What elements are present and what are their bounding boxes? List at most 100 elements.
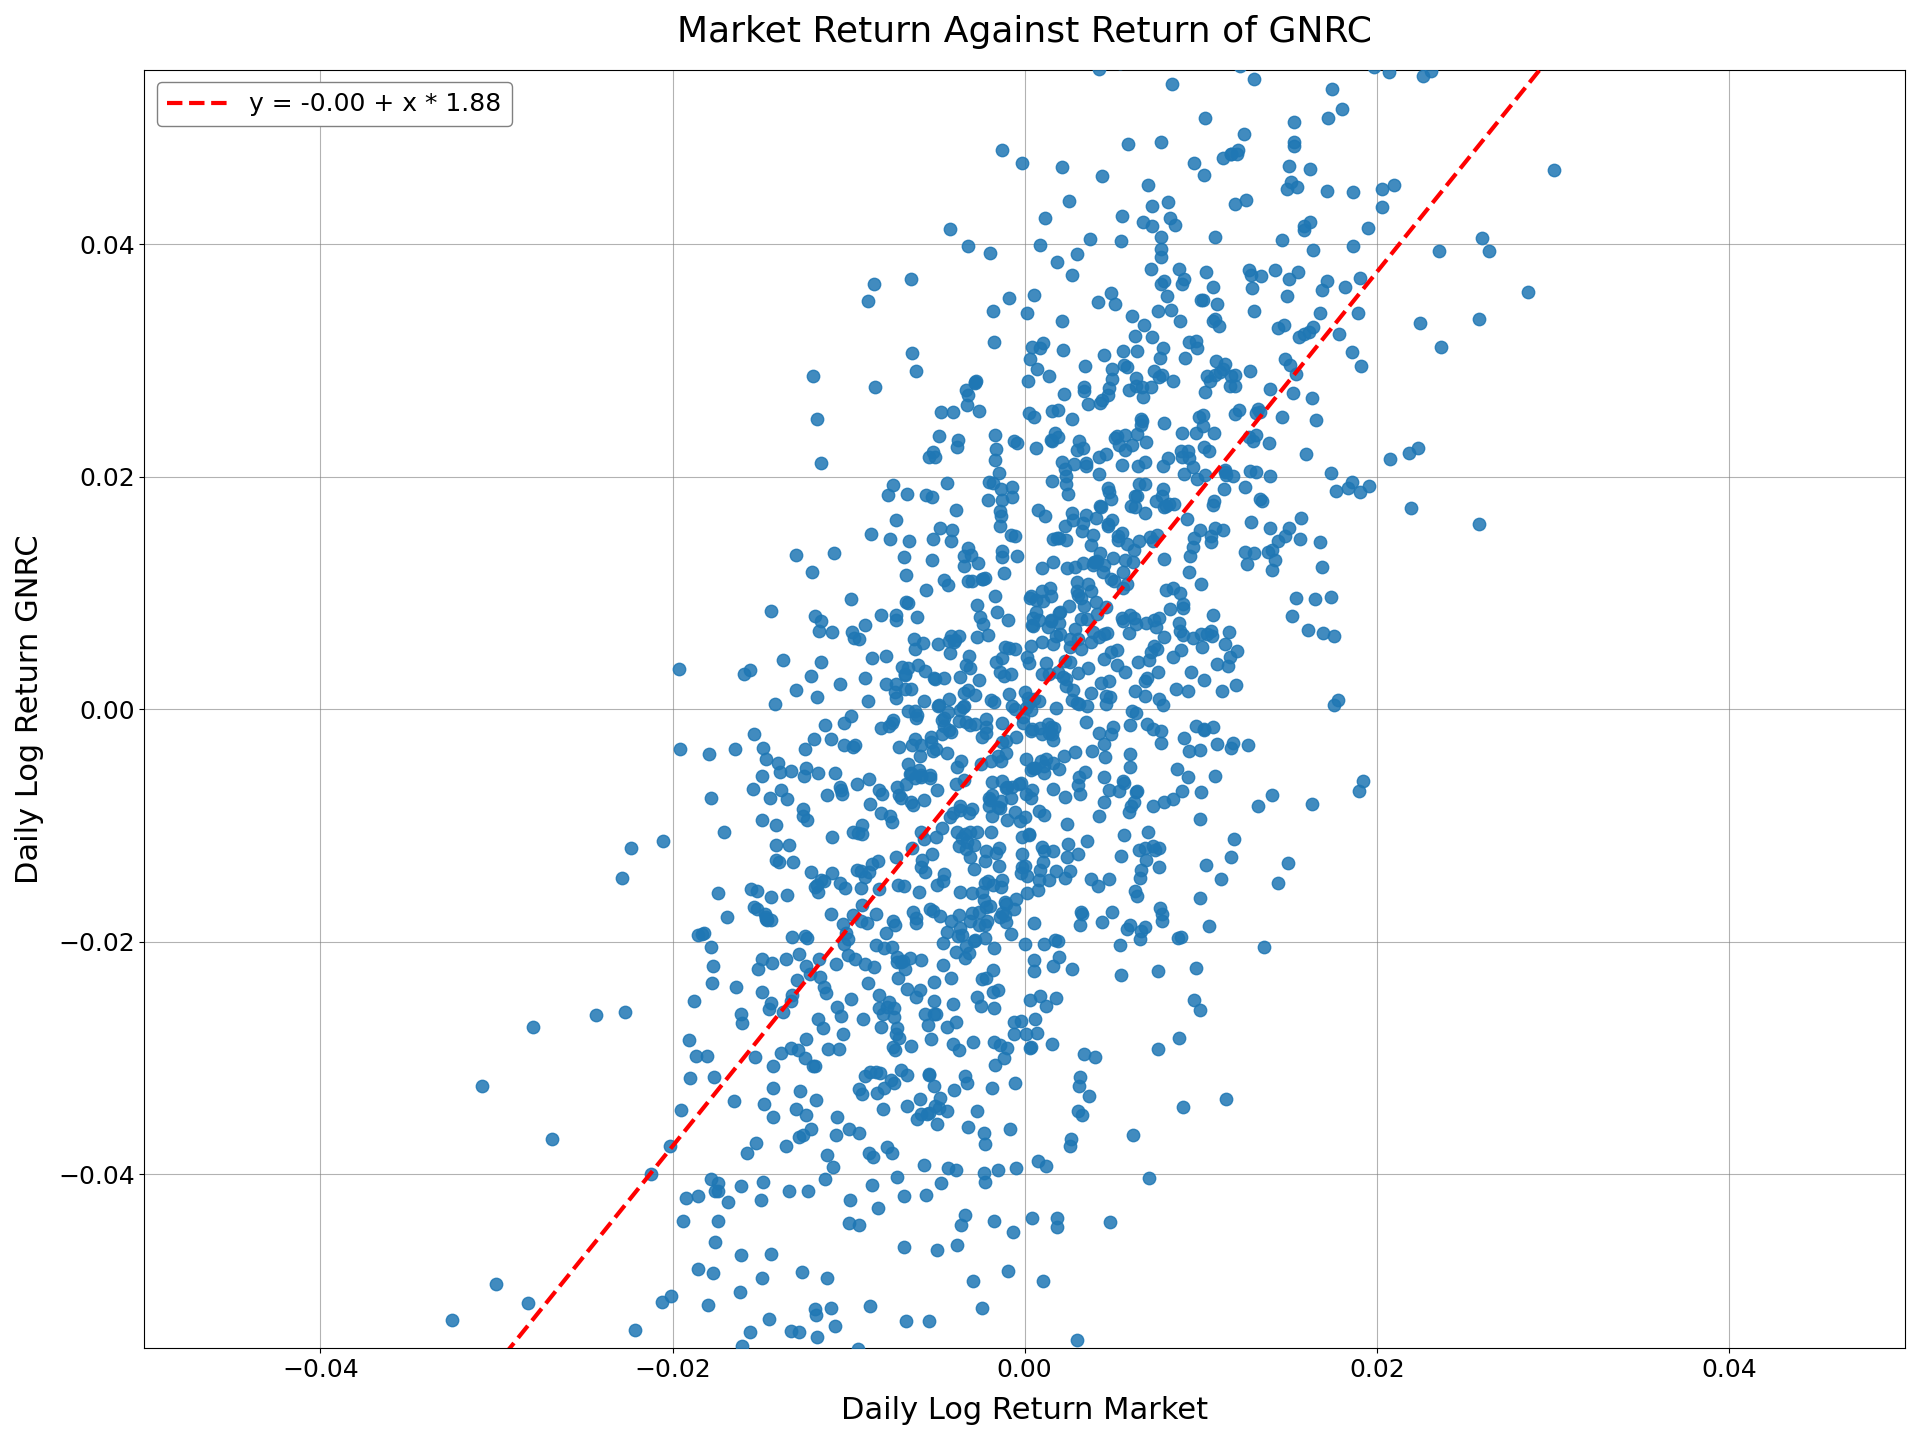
Point [1083, 58, 1114, 81]
Point [843, 822, 874, 845]
Point [1016, 347, 1046, 370]
Point [889, 677, 920, 700]
Point [866, 603, 897, 626]
Point [1035, 429, 1066, 452]
Point [1021, 436, 1052, 459]
Point [1094, 1211, 1125, 1234]
Point [1210, 458, 1240, 481]
Point [1164, 258, 1194, 281]
Point [1198, 716, 1229, 739]
Point [1244, 400, 1275, 423]
Point [820, 952, 851, 975]
Point [808, 975, 839, 998]
Point [993, 775, 1023, 798]
Point [816, 621, 847, 644]
Point [1096, 281, 1127, 304]
Point [1254, 432, 1284, 455]
Point [1273, 852, 1304, 876]
Point [1094, 779, 1125, 802]
Point [1021, 357, 1052, 380]
Point [1112, 132, 1142, 156]
Point [954, 645, 985, 668]
Point [620, 1319, 651, 1342]
Point [801, 1303, 831, 1326]
Point [1263, 317, 1294, 340]
Point [1319, 625, 1350, 648]
Point [1052, 845, 1083, 868]
Point [747, 1171, 778, 1194]
Point [929, 569, 960, 592]
Point [947, 923, 977, 946]
Point [927, 708, 958, 732]
Point [776, 1037, 806, 1060]
Point [972, 870, 1002, 893]
Point [952, 678, 983, 701]
Point [918, 900, 948, 923]
Point [1117, 305, 1148, 328]
Point [950, 935, 981, 958]
Point [803, 408, 833, 431]
Point [1267, 406, 1298, 429]
Point [891, 1309, 922, 1332]
Point [756, 952, 787, 975]
Point [1344, 481, 1375, 504]
Point [906, 821, 937, 844]
Point [975, 821, 1006, 844]
Point [1104, 433, 1135, 456]
Point [1215, 143, 1246, 166]
Point [1087, 164, 1117, 187]
Point [1041, 986, 1071, 1009]
Point [1021, 498, 1052, 521]
Point [841, 773, 872, 796]
Point [797, 665, 828, 688]
Point [1407, 65, 1438, 88]
Point [1083, 721, 1114, 744]
Point [912, 1103, 943, 1126]
Point [927, 816, 958, 840]
Point [1014, 824, 1044, 847]
Point [854, 768, 885, 791]
Point [1025, 716, 1056, 739]
Legend: y = -0.00 + x * 1.88: y = -0.00 + x * 1.88 [157, 82, 511, 127]
Point [1035, 585, 1066, 608]
Point [948, 696, 979, 719]
Point [1475, 239, 1505, 262]
Point [1137, 215, 1167, 238]
Point [939, 992, 970, 1015]
Point [1081, 590, 1112, 613]
Point [1119, 484, 1150, 507]
Point [1223, 399, 1254, 422]
Point [941, 1233, 972, 1256]
Point [1190, 364, 1221, 387]
Point [1062, 1329, 1092, 1352]
Point [741, 880, 772, 903]
Point [804, 609, 835, 632]
Point [877, 910, 908, 933]
Point [1085, 495, 1116, 518]
Point [1219, 193, 1250, 216]
Point [1194, 369, 1225, 392]
Point [964, 900, 995, 923]
Point [900, 985, 931, 1008]
Point [1127, 410, 1158, 433]
Point [1125, 408, 1156, 431]
Point [708, 821, 739, 844]
Point [1031, 747, 1062, 770]
Point [956, 570, 987, 593]
Point [937, 400, 968, 423]
Point [1020, 406, 1050, 429]
Point [1014, 824, 1044, 847]
Point [1116, 713, 1146, 736]
Point [1198, 310, 1229, 333]
Point [787, 1260, 818, 1283]
Point [1164, 611, 1194, 634]
Point [970, 966, 1000, 989]
Point [927, 870, 958, 893]
Point [985, 478, 1016, 501]
Point [1165, 0, 1196, 22]
Point [1202, 652, 1233, 675]
Point [1106, 229, 1137, 252]
Point [908, 1153, 939, 1176]
Point [927, 932, 958, 955]
Point [1037, 840, 1068, 863]
